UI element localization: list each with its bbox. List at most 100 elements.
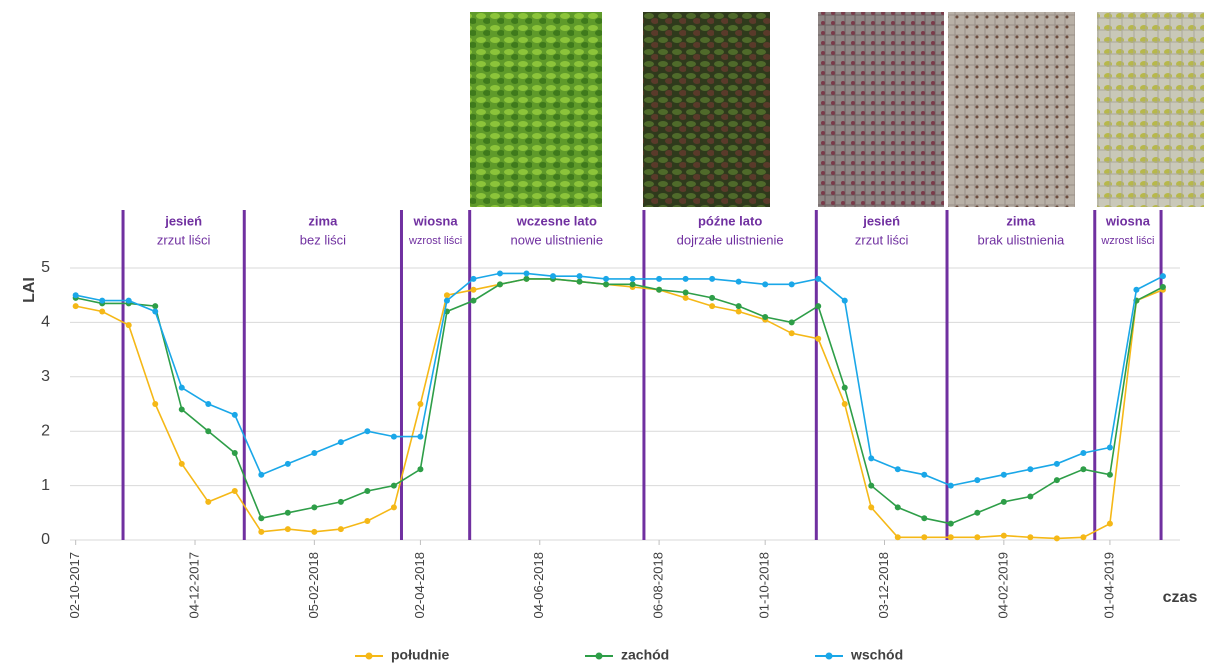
legend-marker xyxy=(366,653,373,660)
data-point xyxy=(285,461,291,467)
photo xyxy=(948,12,1075,207)
data-point xyxy=(364,518,370,524)
data-point xyxy=(868,504,874,510)
photo xyxy=(1097,12,1204,207)
data-point xyxy=(99,298,105,304)
data-point xyxy=(1080,534,1086,540)
data-point xyxy=(709,295,715,301)
x-tick-label: 06-08-2018 xyxy=(651,552,666,619)
data-point xyxy=(470,287,476,293)
data-point xyxy=(683,289,689,295)
data-point xyxy=(709,276,715,282)
data-point xyxy=(789,281,795,287)
series-line xyxy=(76,279,1163,539)
period-name: zima xyxy=(308,213,338,228)
y-tick-label: 5 xyxy=(41,259,50,276)
data-point xyxy=(948,483,954,489)
legend-label: wschód xyxy=(850,647,903,663)
data-point xyxy=(73,292,79,298)
y-axis-title: LAI xyxy=(21,277,38,303)
data-point xyxy=(1054,461,1060,467)
data-point xyxy=(73,303,79,309)
data-point xyxy=(974,477,980,483)
data-point xyxy=(974,510,980,516)
data-point xyxy=(1160,284,1166,290)
data-point xyxy=(205,499,211,505)
x-tick-label: 03-12-2018 xyxy=(876,552,891,619)
x-tick-label: 04-12-2017 xyxy=(186,552,201,619)
data-point xyxy=(99,309,105,315)
data-point xyxy=(232,412,238,418)
data-point xyxy=(1054,535,1060,541)
data-point xyxy=(683,295,689,301)
period-name: jesień xyxy=(862,213,900,228)
data-point xyxy=(391,504,397,510)
y-tick-label: 3 xyxy=(41,368,50,385)
y-tick-label: 1 xyxy=(41,477,50,494)
data-point xyxy=(762,314,768,320)
data-point xyxy=(868,483,874,489)
x-tick-label: 02-04-2018 xyxy=(412,552,427,619)
x-tick-label: 02-10-2017 xyxy=(67,552,82,619)
chart: LAI czas 01234502-10-201704-12-201705-02… xyxy=(0,0,1206,665)
data-point xyxy=(789,330,795,336)
x-tick-label: 05-02-2018 xyxy=(306,552,321,619)
data-point xyxy=(311,450,317,456)
y-tick-label: 4 xyxy=(41,314,50,331)
data-point xyxy=(736,303,742,309)
data-point xyxy=(258,529,264,535)
data-point xyxy=(126,298,132,304)
data-point xyxy=(179,385,185,391)
data-point xyxy=(364,488,370,494)
data-point xyxy=(338,499,344,505)
data-point xyxy=(550,273,556,279)
data-point xyxy=(285,526,291,532)
data-point xyxy=(1001,472,1007,478)
data-point xyxy=(895,466,901,472)
data-point xyxy=(497,270,503,276)
data-point xyxy=(603,276,609,282)
data-point xyxy=(815,276,821,282)
series-line xyxy=(76,279,1163,524)
data-point xyxy=(258,515,264,521)
data-point xyxy=(921,515,927,521)
period-name: jesień xyxy=(164,213,202,228)
data-point xyxy=(417,466,423,472)
data-point xyxy=(656,276,662,282)
data-point xyxy=(311,504,317,510)
legend-marker xyxy=(596,653,603,660)
data-point xyxy=(948,521,954,527)
data-point xyxy=(577,279,583,285)
data-point xyxy=(258,472,264,478)
data-point xyxy=(1027,534,1033,540)
data-point xyxy=(842,298,848,304)
data-point xyxy=(1001,533,1007,539)
data-point xyxy=(1001,499,1007,505)
data-point xyxy=(1107,521,1113,527)
data-point xyxy=(417,401,423,407)
period-description: brak ulistnienia xyxy=(978,232,1065,247)
series-line xyxy=(76,273,1163,485)
data-point xyxy=(762,281,768,287)
data-point xyxy=(1027,493,1033,499)
data-point xyxy=(391,483,397,489)
period-description: nowe ulistnienie xyxy=(511,232,604,247)
data-point xyxy=(205,401,211,407)
data-point xyxy=(1080,466,1086,472)
data-point xyxy=(974,534,980,540)
data-point xyxy=(709,303,715,309)
data-point xyxy=(815,303,821,309)
period-name: późne lato xyxy=(698,213,762,228)
period-name: zima xyxy=(1006,213,1036,228)
data-point xyxy=(603,281,609,287)
data-point xyxy=(1054,477,1060,483)
data-point xyxy=(444,292,450,298)
data-point xyxy=(497,281,503,287)
data-point xyxy=(285,510,291,516)
period-description: zrzut liści xyxy=(855,232,909,247)
data-point xyxy=(1107,445,1113,451)
data-point xyxy=(152,303,158,309)
data-point xyxy=(842,385,848,391)
data-point xyxy=(630,276,636,282)
data-point xyxy=(205,428,211,434)
